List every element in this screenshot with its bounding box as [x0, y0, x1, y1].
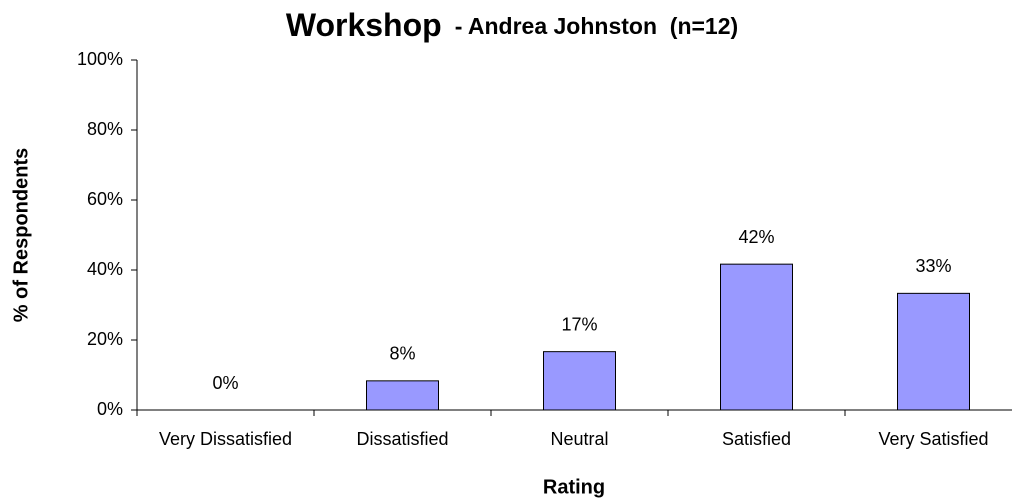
y-tick-label: 60%: [87, 189, 123, 209]
value-label: 8%: [389, 344, 415, 364]
x-tick-label: Very Satisfied: [878, 429, 988, 449]
chart-title-group: Workshop - Andrea Johnston (n=12): [286, 7, 738, 43]
x-tick-label: Neutral: [550, 429, 608, 449]
value-label: 0%: [212, 373, 238, 393]
y-tick-label: 20%: [87, 329, 123, 349]
x-axis-label: Rating: [543, 476, 605, 498]
chart-subtitle: - Andrea Johnston (n=12): [455, 13, 738, 39]
bar: [720, 263, 793, 411]
bar: [897, 292, 970, 411]
x-tick-label: Very Dissatisfied: [159, 429, 292, 449]
x-tick-label: Satisfied: [722, 429, 791, 449]
bar: [543, 351, 616, 411]
value-label: 17%: [561, 314, 597, 334]
chart-title: Workshop: [286, 7, 442, 43]
value-label: 33%: [915, 256, 951, 276]
y-tick-label: 40%: [87, 259, 123, 279]
y-tick-label: 0%: [97, 399, 123, 419]
y-tick-label: 100%: [77, 49, 123, 69]
x-tick-label: Dissatisfied: [356, 429, 448, 449]
bar: [366, 380, 439, 411]
value-label: 42%: [738, 227, 774, 247]
y-tick-label: 80%: [87, 119, 123, 139]
y-axis-label: % of Respondents: [10, 148, 32, 322]
